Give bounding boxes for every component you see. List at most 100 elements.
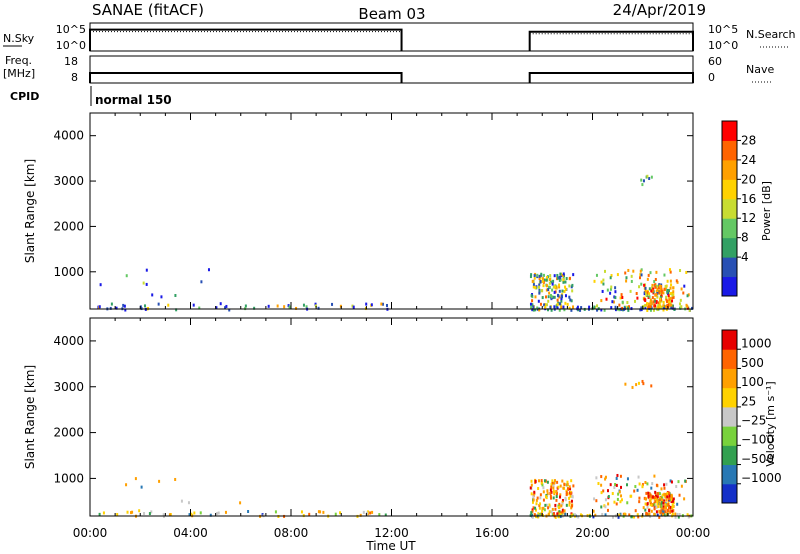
range-cell bbox=[656, 305, 659, 309]
range-cell bbox=[600, 280, 603, 284]
range-cell bbox=[562, 305, 565, 309]
range-cell bbox=[568, 496, 571, 500]
range-cell bbox=[193, 511, 196, 515]
range-cell bbox=[602, 278, 605, 282]
range-cell bbox=[652, 300, 655, 304]
range-cell bbox=[566, 480, 569, 484]
velocity-panel: 4000 3000 2000 1000 Slant Range [km] 1000 50… bbox=[23, 317, 782, 553]
range-cell bbox=[550, 496, 553, 500]
range-cell bbox=[558, 510, 561, 514]
range-cell bbox=[624, 271, 627, 275]
range-cell bbox=[157, 302, 160, 306]
range-cell bbox=[531, 299, 534, 303]
range-cell bbox=[579, 308, 582, 312]
range-cell bbox=[563, 509, 566, 513]
range-cell bbox=[556, 480, 559, 484]
range-cell bbox=[630, 515, 633, 519]
range-cell bbox=[664, 495, 667, 499]
range-cell bbox=[548, 278, 551, 282]
range-cell bbox=[543, 303, 546, 307]
range-cell bbox=[629, 289, 632, 293]
range-cell bbox=[160, 295, 163, 299]
range-cell bbox=[646, 302, 649, 306]
range-cell bbox=[626, 477, 629, 481]
range-cell bbox=[653, 280, 656, 284]
range-cell bbox=[614, 482, 617, 486]
range-cell bbox=[556, 512, 559, 516]
range-cell bbox=[553, 305, 556, 309]
range-cell bbox=[532, 285, 535, 289]
colorbar-tick-label: 100 bbox=[741, 375, 764, 389]
range-cell bbox=[562, 272, 565, 276]
range-cell bbox=[302, 303, 305, 307]
range-cell bbox=[595, 273, 598, 277]
range-cell bbox=[637, 381, 640, 385]
range-cell bbox=[247, 509, 250, 513]
range-cell bbox=[274, 510, 277, 514]
range-cell bbox=[532, 308, 535, 312]
range-cell bbox=[641, 379, 644, 383]
range-cell bbox=[641, 484, 644, 488]
range-cell bbox=[541, 509, 544, 513]
range-cell bbox=[632, 269, 635, 273]
colorbar-swatch bbox=[722, 121, 737, 141]
colorbar-tick-label: −1000 bbox=[741, 471, 782, 485]
range-cell bbox=[619, 474, 622, 478]
range-cell bbox=[667, 506, 670, 510]
range-cell bbox=[651, 482, 654, 486]
colorbar-tick-label: 500 bbox=[741, 356, 764, 370]
range-cell bbox=[652, 308, 655, 312]
range-cell bbox=[366, 511, 369, 515]
range-cell bbox=[600, 483, 603, 487]
range-cell bbox=[560, 504, 563, 508]
range-cell bbox=[655, 300, 658, 304]
freq-right-label: Nave bbox=[746, 63, 774, 76]
range-cell bbox=[553, 481, 556, 485]
range-cell bbox=[653, 495, 656, 499]
range-cell bbox=[683, 284, 686, 288]
colorbar-swatch bbox=[722, 276, 737, 297]
range-cell bbox=[650, 497, 653, 501]
range-cell bbox=[545, 278, 548, 282]
range-cell bbox=[224, 306, 227, 310]
range-cell bbox=[654, 285, 657, 289]
range-cell bbox=[609, 276, 612, 280]
noise-sky-trace bbox=[89, 28, 403, 51]
range-cell bbox=[657, 286, 660, 290]
cpid-mode: normal 150 bbox=[95, 93, 172, 107]
range-cell bbox=[626, 483, 629, 487]
range-cell bbox=[593, 279, 596, 283]
range-cell bbox=[658, 502, 661, 506]
range-cell bbox=[557, 515, 560, 519]
range-cell bbox=[561, 479, 564, 483]
range-cell bbox=[569, 494, 572, 498]
range-cell bbox=[624, 513, 627, 517]
range-cell bbox=[569, 487, 572, 491]
range-cell bbox=[658, 492, 661, 496]
range-cell bbox=[568, 500, 571, 504]
range-cell bbox=[636, 488, 639, 492]
range-cell bbox=[653, 474, 656, 478]
range-cell bbox=[644, 502, 647, 506]
range-cell bbox=[124, 308, 127, 312]
range-cell bbox=[534, 308, 537, 312]
range-cell bbox=[553, 290, 556, 294]
range-cell bbox=[362, 510, 365, 514]
range-cell bbox=[640, 273, 643, 277]
range-cell bbox=[131, 510, 134, 514]
range-cell bbox=[647, 491, 650, 495]
range-cell bbox=[679, 306, 682, 310]
range-cell bbox=[640, 282, 643, 286]
range-cell bbox=[593, 305, 596, 309]
range-cell bbox=[630, 279, 633, 283]
range-cell bbox=[539, 512, 542, 516]
range-cell bbox=[634, 485, 637, 489]
range-cell bbox=[610, 274, 613, 278]
noise-left-label: N.Sky bbox=[3, 32, 35, 45]
range-cell bbox=[568, 485, 571, 489]
colorbar-tick-label: 8 bbox=[741, 231, 749, 245]
range-cell bbox=[554, 507, 557, 511]
range-cell bbox=[652, 287, 655, 291]
range-cell bbox=[552, 496, 555, 500]
range-cell bbox=[561, 295, 564, 299]
